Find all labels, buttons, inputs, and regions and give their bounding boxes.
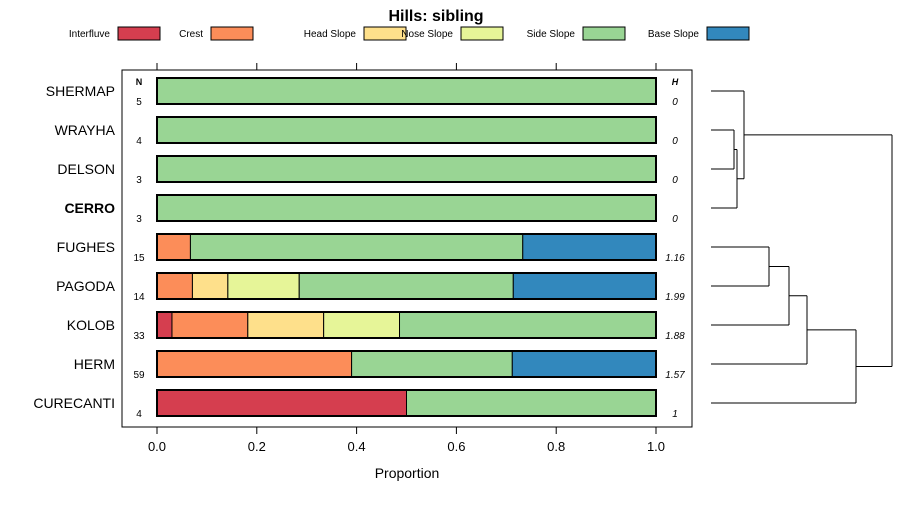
- bar-segment-pagoda-crest: [156, 272, 193, 300]
- n-value-curecanti: 4: [136, 409, 142, 420]
- bar-segment-kolob-nose-slope: [323, 311, 401, 339]
- row-label-delson: DELSON: [57, 161, 115, 177]
- x-tick-label: 0.4: [348, 439, 366, 454]
- bar-outline-herm: [156, 350, 657, 378]
- n-header: N: [136, 77, 143, 87]
- row-label-pagoda: PAGODA: [56, 278, 116, 294]
- legend: Interfluve Crest Head Slope Nose Slope Side …: [69, 26, 750, 41]
- row-label-shermap: SHERMAP: [46, 83, 115, 99]
- legend-swatch-crest: [210, 26, 254, 41]
- bar-row-pagoda: [156, 272, 657, 300]
- h-header: H: [672, 77, 679, 87]
- h-value-delson: 0: [672, 175, 678, 186]
- legend-label-nose-slope: Nose Slope: [401, 29, 453, 40]
- legend-swatch-head-slope: [363, 26, 407, 41]
- h-value-cerro: 0: [672, 214, 678, 225]
- bar-segment-kolob-crest: [171, 311, 249, 339]
- legend-label-head-slope: Head Slope: [304, 29, 357, 40]
- x-tick-label: 0.8: [547, 439, 565, 454]
- x-tick-label: 0.6: [447, 439, 465, 454]
- row-label-fughes: FUGHES: [57, 239, 115, 255]
- row-label-curecanti: CURECANTI: [33, 395, 115, 411]
- bars: [156, 77, 657, 417]
- n-value-herm: 59: [133, 370, 145, 381]
- h-value-pagoda: 1.99: [665, 292, 685, 303]
- bar-row-fughes: [156, 233, 657, 261]
- bar-segment-delson-side-slope: [156, 155, 657, 183]
- bar-row-delson: [156, 155, 657, 183]
- bar-row-kolob: [156, 311, 657, 339]
- legend-swatch-side-slope: [582, 26, 626, 41]
- n-value-kolob: 33: [133, 331, 145, 342]
- bar-segment-shermap-side-slope: [156, 77, 657, 105]
- legend-swatch-interfluve: [117, 26, 161, 41]
- bar-segment-kolob-interfluve: [156, 311, 173, 339]
- legend-label-crest: Crest: [179, 29, 203, 40]
- legend-label-base-slope: Base Slope: [648, 29, 700, 40]
- n-value-fughes: 15: [133, 253, 145, 264]
- bar-segment-herm-crest: [156, 350, 353, 378]
- bar-outline-wrayha: [156, 116, 657, 144]
- plot-panel: [121, 69, 693, 428]
- row-label-cerro: CERRO: [64, 200, 115, 216]
- bar-segment-kolob-side-slope: [399, 311, 657, 339]
- bar-segment-curecanti-side-slope: [406, 389, 657, 417]
- x-axis: 0.0 0.2 0.4 0.6 0.8 1.0: [148, 63, 665, 454]
- n-value-wrayha: 4: [136, 136, 142, 147]
- bar-segment-fughes-crest: [156, 233, 191, 261]
- bar-segment-kolob-head-slope: [247, 311, 325, 339]
- x-tick-label: 0.0: [148, 439, 166, 454]
- h-value-curecanti: 1: [672, 409, 678, 420]
- chart-title: Hills: sibling: [388, 8, 483, 25]
- h-value-kolob: 1.88: [665, 331, 685, 342]
- bar-outline-cerro: [156, 194, 657, 222]
- bar-row-curecanti: [156, 389, 657, 417]
- n-value-cerro: 3: [136, 214, 142, 225]
- legend-label-side-slope: Side Slope: [527, 29, 576, 40]
- legend-swatch-base-slope: [706, 26, 750, 41]
- legend-label-interfluve: Interfluve: [69, 29, 111, 40]
- bar-row-cerro: [156, 194, 657, 222]
- bar-segment-herm-side-slope: [351, 350, 513, 378]
- row-label-wrayha: WRAYHA: [55, 122, 116, 138]
- bar-segment-fughes-side-slope: [189, 233, 524, 261]
- bar-segment-wrayha-side-slope: [156, 116, 657, 144]
- x-tick-label: 1.0: [647, 439, 665, 454]
- bar-outline-curecanti: [156, 389, 657, 417]
- h-value-shermap: 0: [672, 97, 678, 108]
- n-value-shermap: 5: [136, 97, 142, 108]
- bar-outline-shermap: [156, 77, 657, 105]
- h-value-herm: 1.57: [665, 370, 685, 381]
- x-axis-label: Proportion: [375, 465, 440, 481]
- bar-row-wrayha: [156, 116, 657, 144]
- h-value-wrayha: 0: [672, 136, 678, 147]
- bar-row-shermap: [156, 77, 657, 105]
- h-value-fughes: 1.16: [665, 253, 685, 264]
- bar-row-herm: [156, 350, 657, 378]
- n-value-delson: 3: [136, 175, 142, 186]
- bar-outline-kolob: [156, 311, 657, 339]
- bar-segment-cerro-side-slope: [156, 194, 657, 222]
- row-label-kolob: KOLOB: [67, 317, 115, 333]
- bar-segment-herm-base-slope: [511, 350, 657, 378]
- row-label-herm: HERM: [74, 356, 115, 372]
- bar-segment-pagoda-nose-slope: [227, 272, 300, 300]
- bar-segment-pagoda-side-slope: [298, 272, 514, 300]
- bar-outline-pagoda: [156, 272, 657, 300]
- bar-segment-fughes-base-slope: [522, 233, 657, 261]
- n-value-pagoda: 14: [133, 292, 145, 303]
- bar-outline-delson: [156, 155, 657, 183]
- bar-segment-pagoda-head-slope: [191, 272, 229, 300]
- bar-outline-fughes: [156, 233, 657, 261]
- x-tick-label: 0.2: [248, 439, 266, 454]
- bar-segment-pagoda-base-slope: [512, 272, 657, 300]
- dendrogram: [711, 90, 893, 404]
- bar-segment-curecanti-interfluve: [156, 389, 407, 417]
- legend-swatch-nose-slope: [460, 26, 504, 41]
